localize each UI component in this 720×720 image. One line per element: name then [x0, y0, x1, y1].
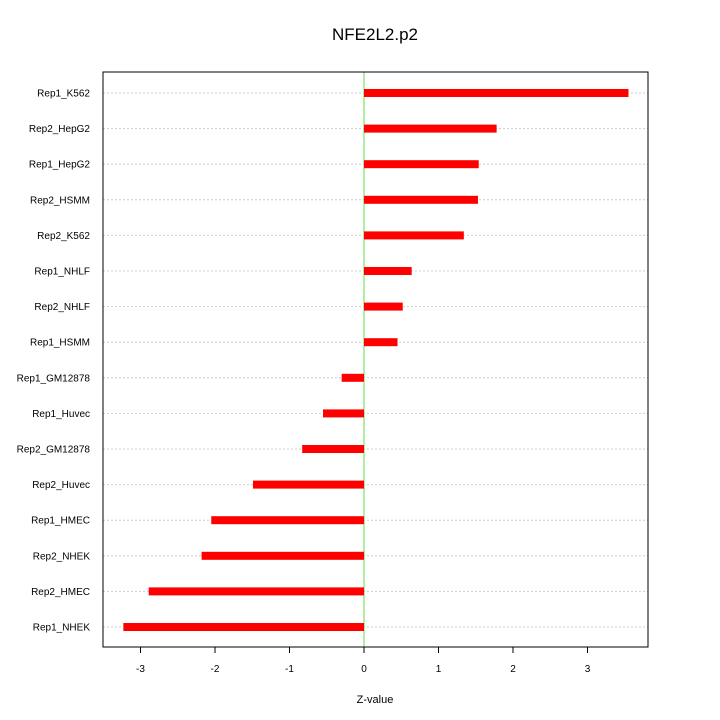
category-label: Rep1_K562 [37, 89, 90, 100]
bars [123, 89, 629, 631]
bar-rep1-nhek [123, 623, 365, 631]
x-tick-label: -3 [136, 664, 145, 675]
bar-rep2-hmec [148, 587, 364, 596]
category-label: Rep1_HepG2 [29, 160, 91, 171]
bar-rep1-hsmm [364, 338, 398, 347]
bar-rep1-huvec [323, 409, 364, 418]
category-label: Rep2_NHEK [33, 551, 91, 562]
bar-rep2-k562 [364, 231, 464, 240]
bar-rep2-nhek [201, 551, 364, 560]
category-label: Rep2_HSMM [30, 195, 90, 206]
bar-rep2-huvec [252, 480, 364, 489]
category-label: Rep1_Huvec [32, 409, 90, 420]
plot-frame [102, 71, 649, 648]
category-label: Rep1_GM12878 [17, 373, 91, 384]
category-label: Rep1_HSMM [30, 338, 90, 349]
category-label: Rep1_NHEK [33, 623, 91, 634]
bar-rep2-hepg2 [364, 124, 497, 133]
x-tick-label: 0 [361, 664, 367, 675]
bar-rep2-gm12878 [302, 445, 364, 453]
category-label: Rep2_Huvec [32, 480, 90, 491]
category-label: Rep2_K562 [37, 231, 90, 242]
x-axis-title: Z-value [357, 694, 394, 706]
x-tick-label: -1 [285, 664, 294, 675]
bar-rep2-nhlf [364, 302, 403, 311]
category-labels: Rep1_K562 Rep2_HepG2 Rep1_HepG2 Rep2_HSMM Re… [17, 89, 91, 634]
category-label: Rep1_HMEC [31, 516, 90, 527]
category-label: Rep2_HMEC [31, 587, 90, 598]
category-label: Rep2_NHLF [34, 302, 90, 313]
bar-rep1-hmec [211, 516, 364, 525]
x-tick-label: 1 [436, 664, 442, 675]
bar-rep1-hepg2 [364, 160, 479, 169]
bar-rep2-hsmm [364, 195, 478, 204]
category-label: Rep1_NHLF [34, 267, 90, 278]
category-label: Rep2_GM12878 [17, 445, 91, 456]
x-tick-label: 2 [510, 664, 516, 675]
x-tick-label: 3 [585, 664, 591, 675]
x-tick-label: -2 [211, 664, 220, 675]
chart-title: NFE2L2.p2 [332, 25, 418, 44]
bar-rep1-gm12878 [341, 373, 364, 382]
grid-lines [103, 92, 648, 628]
x-axis: -3 -2 -1 0 1 2 3 [136, 646, 591, 675]
bar-rep1-k562 [364, 89, 629, 97]
category-label: Rep2_HepG2 [29, 124, 91, 135]
bar-rep1-nhlf [364, 267, 412, 275]
